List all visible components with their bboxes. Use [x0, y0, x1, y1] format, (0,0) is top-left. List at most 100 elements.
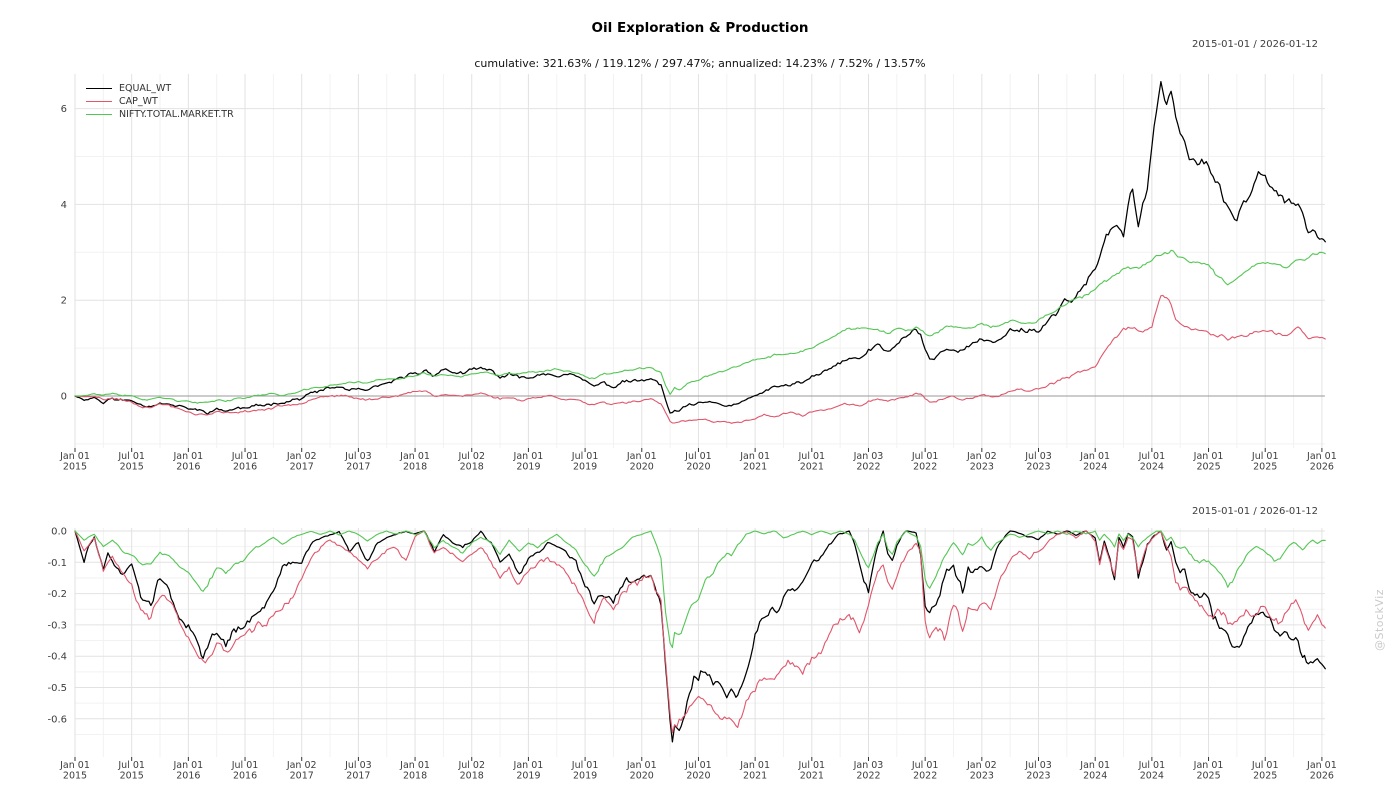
svg-text:Jul 02: Jul 02 — [457, 451, 485, 462]
svg-text:Jan 01: Jan 01 — [1193, 760, 1224, 771]
svg-text:Jan 01: Jan 01 — [626, 451, 657, 462]
svg-text:Jan 01: Jan 01 — [399, 451, 430, 462]
svg-text:2024: 2024 — [1140, 771, 1164, 782]
svg-text:2015: 2015 — [63, 771, 87, 782]
svg-text:2021: 2021 — [800, 771, 824, 782]
svg-text:2020: 2020 — [686, 462, 710, 473]
watermark: @StockViz — [1373, 588, 1386, 652]
svg-text:2019: 2019 — [573, 462, 597, 473]
svg-text:Jan 02: Jan 02 — [286, 760, 317, 771]
svg-text:2024: 2024 — [1083, 462, 1107, 473]
date-range-bottom: 2015-01-01 / 2026-01-12 — [1192, 506, 1318, 517]
svg-text:Jul 01: Jul 01 — [117, 760, 145, 771]
svg-text:Jul 01: Jul 01 — [117, 451, 145, 462]
svg-text:2015: 2015 — [63, 462, 87, 473]
svg-text:Jan 01: Jan 01 — [739, 451, 770, 462]
svg-text:2015: 2015 — [120, 771, 144, 782]
svg-text:Jan 01: Jan 01 — [1306, 451, 1337, 462]
svg-text:Jan 03: Jan 03 — [853, 451, 884, 462]
svg-text:2019: 2019 — [573, 771, 597, 782]
svg-text:2021: 2021 — [743, 462, 767, 473]
svg-text:Jan 01: Jan 01 — [59, 760, 90, 771]
legend-item: NIFTY.TOTAL.MARKET.TR — [86, 108, 234, 121]
svg-text:2016: 2016 — [176, 771, 200, 782]
svg-text:2026: 2026 — [1310, 462, 1334, 473]
svg-text:2018: 2018 — [460, 771, 484, 782]
svg-text:Jul 01: Jul 01 — [1251, 451, 1279, 462]
svg-text:2023: 2023 — [1026, 771, 1050, 782]
svg-text:2018: 2018 — [403, 771, 427, 782]
svg-text:2016: 2016 — [233, 771, 257, 782]
svg-text:Jul 01: Jul 01 — [1138, 760, 1166, 771]
svg-text:Jan 01: Jan 01 — [513, 451, 544, 462]
svg-text:2020: 2020 — [630, 462, 654, 473]
svg-text:Jul 02: Jul 02 — [457, 760, 485, 771]
svg-text:2: 2 — [61, 296, 67, 307]
legend-swatch — [86, 88, 112, 89]
svg-text:Jul 01: Jul 01 — [911, 451, 939, 462]
svg-text:Jul 01: Jul 01 — [684, 760, 712, 771]
svg-text:2018: 2018 — [460, 462, 484, 473]
svg-text:Jan 01: Jan 01 — [1079, 451, 1110, 462]
svg-text:Jan 01: Jan 01 — [1079, 760, 1110, 771]
svg-text:Jul 01: Jul 01 — [231, 760, 259, 771]
svg-text:Jul 03: Jul 03 — [344, 451, 372, 462]
svg-text:2019: 2019 — [516, 462, 540, 473]
svg-text:2021: 2021 — [743, 771, 767, 782]
svg-text:2020: 2020 — [686, 771, 710, 782]
svg-text:Jan 01: Jan 01 — [172, 451, 203, 462]
svg-text:-0.5: -0.5 — [47, 683, 67, 694]
svg-text:2025: 2025 — [1196, 462, 1220, 473]
svg-text:2025: 2025 — [1196, 771, 1220, 782]
svg-text:Jul 03: Jul 03 — [1024, 451, 1052, 462]
svg-text:-0.2: -0.2 — [47, 589, 67, 600]
svg-text:Jan 02: Jan 02 — [286, 451, 317, 462]
chart-title: Oil Exploration & Production — [591, 20, 809, 36]
svg-text:Jan 02: Jan 02 — [966, 451, 997, 462]
legend-item: EQUAL_WT — [86, 82, 234, 95]
svg-text:2016: 2016 — [233, 462, 257, 473]
legend-swatch — [86, 101, 112, 102]
legend-item: CAP_WT — [86, 95, 234, 108]
svg-text:6: 6 — [61, 104, 67, 115]
svg-text:Jan 01: Jan 01 — [59, 451, 90, 462]
svg-text:Jan 02: Jan 02 — [966, 760, 997, 771]
svg-text:2017: 2017 — [346, 462, 370, 473]
svg-text:2025: 2025 — [1253, 462, 1277, 473]
svg-text:Jul 01: Jul 01 — [1251, 760, 1279, 771]
svg-text:Jan 01: Jan 01 — [172, 760, 203, 771]
svg-text:-0.4: -0.4 — [47, 652, 67, 663]
svg-text:0: 0 — [61, 392, 67, 403]
svg-text:Jan 01: Jan 01 — [399, 760, 430, 771]
svg-text:2026: 2026 — [1310, 771, 1334, 782]
svg-text:2017: 2017 — [290, 462, 314, 473]
svg-text:Jul 01: Jul 01 — [571, 760, 599, 771]
svg-text:2024: 2024 — [1140, 462, 1164, 473]
svg-text:2017: 2017 — [346, 771, 370, 782]
svg-text:2018: 2018 — [403, 462, 427, 473]
series-CAP_WT — [74, 294, 1326, 424]
svg-text:4: 4 — [61, 200, 67, 211]
svg-text:2021: 2021 — [800, 462, 824, 473]
svg-text:Jan 01: Jan 01 — [626, 760, 657, 771]
series-NIFTY.TOTAL.MARKET.TR — [74, 249, 1326, 404]
svg-text:Jul 03: Jul 03 — [1024, 760, 1052, 771]
svg-text:Jan 03: Jan 03 — [853, 760, 884, 771]
svg-text:Jul 01: Jul 01 — [231, 451, 259, 462]
svg-text:Jan 01: Jan 01 — [739, 760, 770, 771]
svg-text:2022: 2022 — [856, 771, 880, 782]
svg-text:2022: 2022 — [856, 462, 880, 473]
svg-text:2019: 2019 — [516, 771, 540, 782]
svg-text:2020: 2020 — [630, 771, 654, 782]
svg-text:2015: 2015 — [120, 462, 144, 473]
chart-subtitle: cumulative: 321.63% / 119.12% / 297.47%;… — [474, 57, 926, 70]
svg-text:Jul 01: Jul 01 — [798, 760, 826, 771]
svg-text:2023: 2023 — [1026, 462, 1050, 473]
legend-label: NIFTY.TOTAL.MARKET.TR — [119, 109, 234, 120]
svg-text:2017: 2017 — [290, 771, 314, 782]
svg-text:Jul 01: Jul 01 — [1138, 451, 1166, 462]
